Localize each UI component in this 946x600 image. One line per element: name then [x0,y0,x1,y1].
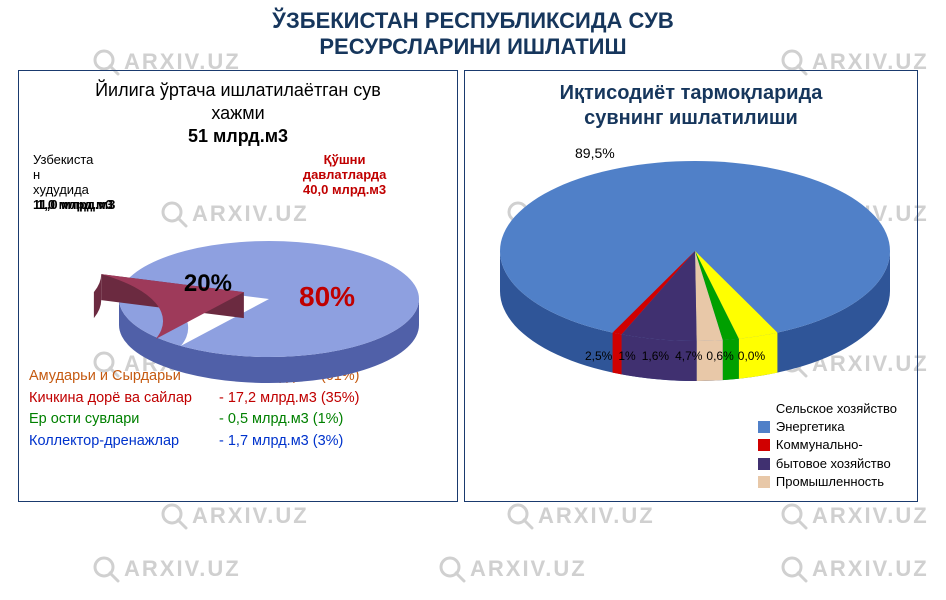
legend-swatch [758,458,770,470]
title-line-1: ЎЗБЕКИСТАН РЕСПУБЛИКСИДА СУВ [0,8,946,34]
panel-sectors: Иқтисодиёт тармоқларида сувнинг ишлатили… [464,70,918,502]
pie-chart-volume: 20% 80% [29,203,447,358]
pie-chart-sectors: 89,5% 2,5% 1% 1,6% 4,7% 0,6% 0,0% [475,141,907,401]
pie2-small-label: 0,0% [738,349,765,363]
pie2-small-label: 1% [618,349,635,363]
watermark: ARXIV.UZ [780,502,929,530]
watermark: ARXIV.UZ [92,555,241,583]
watermark: ARXIV.UZ [160,502,309,530]
title-line-2: РЕСУРСЛАРИНИ ИШЛАТИШ [0,34,946,60]
panel-water-volume: Йилига ўртача ишлатилаётган сув хажми 51… [18,70,458,502]
pie1-label-20: 20% [184,270,232,298]
pie2-small-label: 0,6% [706,349,733,363]
river-name: Кичкина дорё ва сайлар [29,388,219,410]
river-row: Коллектор-дренажлар - 1,7 млрд.м3 (3%) [29,431,447,453]
legend-swatch [758,421,770,433]
right-title: Иқтисодиёт тармоқларида сувнинг ишлатили… [475,81,907,131]
river-value: - 17,2 млрд.м3 (35%) [219,388,360,410]
legend-text: Промышленность [776,473,884,491]
legend-text: Коммунально- [776,436,863,454]
left-total: 51 млрд.м3 [29,126,447,147]
legend-row: бытовое хозяйство [758,455,897,473]
pie2-label-big: 89,5% [575,145,615,161]
legend-text: бытовое хозяйство [776,455,891,473]
pie1-svg [69,223,429,383]
pie2-small-label: 4,7% [675,349,702,363]
watermark: ARXIV.UZ [780,555,929,583]
river-name: Коллектор-дренажлар [29,431,219,453]
pie2-small-label: 1,6% [642,349,669,363]
legend-row: Промышленность [758,473,897,491]
river-row: Ер ости сувлари- 0,5 млрд.м3 (1%) [29,409,447,431]
watermark: ARXIV.UZ [438,555,587,583]
river-value: - 0,5 млрд.м3 (1%) [219,409,343,431]
legend-row: Коммунально- [758,436,897,454]
left-subtitle-b: хажми [29,102,447,125]
pie1-label-80: 80% [299,281,355,313]
river-value: - 1,7 млрд.м3 (3%) [219,431,343,453]
page-title: ЎЗБЕКИСТАН РЕСПУБЛИКСИДА СУВ РЕСУРСЛАРИН… [0,0,946,64]
pie2-small-label: 2,5% [585,349,612,363]
left-subtitle-a: Йилига ўртача ишлатилаётган сув [29,79,447,102]
legend-swatch [758,476,770,488]
legend-text: Сельское хозяйство [776,400,897,418]
legend-row: Энергетика [758,418,897,436]
panels: Йилига ўртача ишлатилаётган сув хажми 51… [0,70,946,502]
legend: Сельское хозяйствоЭнергетикаКоммунально-… [758,400,897,491]
legend-swatch [758,439,770,451]
pie2-small-labels: 2,5% 1% 1,6% 4,7% 0,6% 0,0% [585,349,765,363]
river-name: Ер ости сувлари [29,409,219,431]
legend-row: Сельское хозяйство [758,400,897,418]
river-row: Кичкина дорё ва сайлар- 17,2 млрд.м3 (35… [29,388,447,410]
legend-text: Энергетика [776,418,845,436]
watermark: ARXIV.UZ [506,502,655,530]
